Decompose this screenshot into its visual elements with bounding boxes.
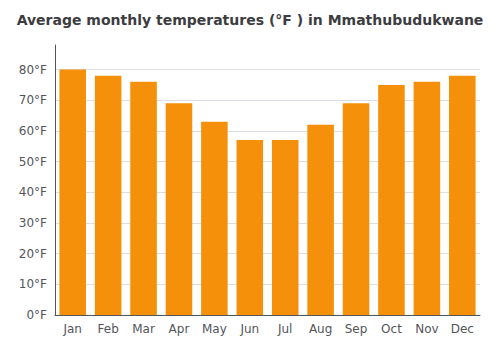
svg-text:Jul: Jul [277,322,292,336]
svg-text:Nov: Nov [415,322,438,336]
svg-text:0°F: 0°F [26,308,47,322]
svg-text:Feb: Feb [98,322,119,336]
svg-text:50°F: 50°F [19,155,47,169]
svg-text:Dec: Dec [451,322,474,336]
svg-text:30°F: 30°F [19,216,47,230]
svg-text:60°F: 60°F [19,124,47,138]
svg-text:20°F: 20°F [19,247,47,261]
svg-text:10°F: 10°F [19,277,47,291]
svg-text:Aug: Aug [309,322,332,336]
svg-text:Apr: Apr [169,322,190,336]
svg-text:80°F: 80°F [19,63,47,77]
svg-text:Jun: Jun [239,322,259,336]
svg-text:Sep: Sep [345,322,368,336]
svg-text:Average monthly temperatures (: Average monthly temperatures (°F ) in Mm… [17,12,484,28]
svg-text:70°F: 70°F [19,93,47,107]
svg-text:May: May [202,322,227,336]
svg-text:Mar: Mar [132,322,155,336]
svg-text:40°F: 40°F [19,185,47,199]
svg-text:Jan: Jan [62,322,82,336]
svg-text:Oct: Oct [381,322,402,336]
